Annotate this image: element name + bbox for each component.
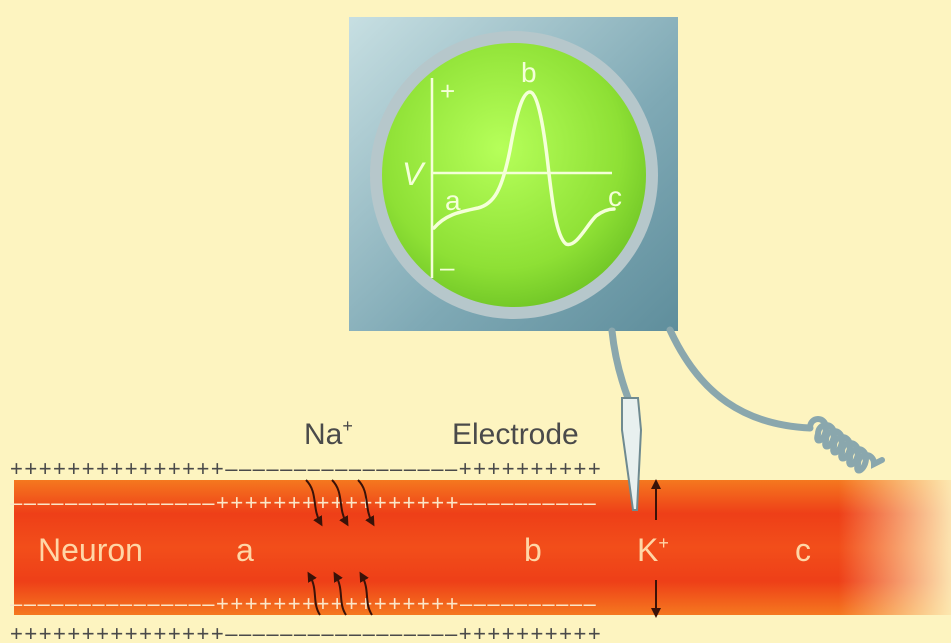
neuron-label: Neuron [38,532,143,568]
electrode-wire [608,327,632,402]
sodium-influx-arrows [305,479,375,616]
inner-bottom-charges: –––––––––––––––+++++++++++++++++––––––––… [10,591,597,616]
action-potential-trace [432,90,616,247]
trace-point-c-label: c [608,181,622,212]
scope-cable [666,326,814,432]
sodium-ion-label: Na+ [304,416,353,451]
sodium-arrow [357,479,375,527]
neuron-axon [14,480,951,615]
outer-bottom-charges: +++++++++++++++–––––––––––––––––++++++++… [10,621,602,643]
electrode-probe [621,397,643,511]
voltage-axis-label: V [402,156,426,192]
scope-plus-label: + [440,76,455,106]
sodium-arrow [359,571,373,616]
potassium-ion-label: K+ [637,532,669,568]
outer-top-charges: +++++++++++++++–––––––––––––––––++++++++… [10,456,602,481]
cable-coil [807,416,885,474]
electrode-label: Electrode [452,418,579,451]
region-b-label: b [524,532,542,568]
oscilloscope: + – V a b c [349,17,678,331]
oscilloscope-screen [382,43,646,307]
sodium-arrow [331,479,349,527]
inner-top-charges: –––––––––––––––+++++++++++++++++––––––––… [10,490,597,515]
region-c-label: c [795,532,811,568]
sodium-arrow [305,479,323,527]
scope-minus-label: – [440,252,455,282]
trace-point-a-label: a [445,185,461,216]
trace-point-b-label: b [521,57,537,88]
sodium-arrow [333,571,347,616]
sodium-arrow [307,571,321,616]
region-a-label: a [236,532,254,568]
electrode-assembly [608,326,885,511]
